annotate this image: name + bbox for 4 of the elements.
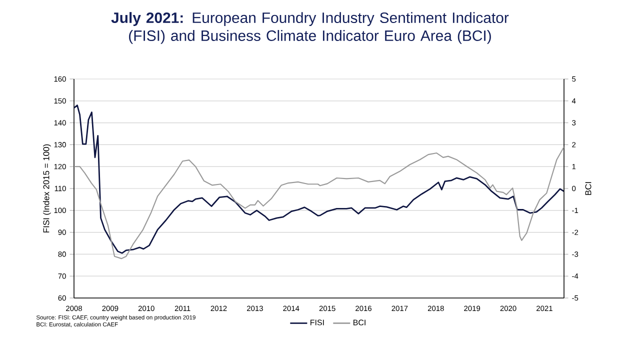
chart-title: July 2021: European Foundry Industry Sentiment Indicator (FISI) and Business Climate Indicator Euro Area (BCI)	[111, 12, 509, 44]
line-series	[74, 104, 564, 254]
y2-axis-title: BCI	[585, 182, 592, 195]
y-axis-title: FISI (Index 2015 = 100)	[43, 144, 51, 232]
